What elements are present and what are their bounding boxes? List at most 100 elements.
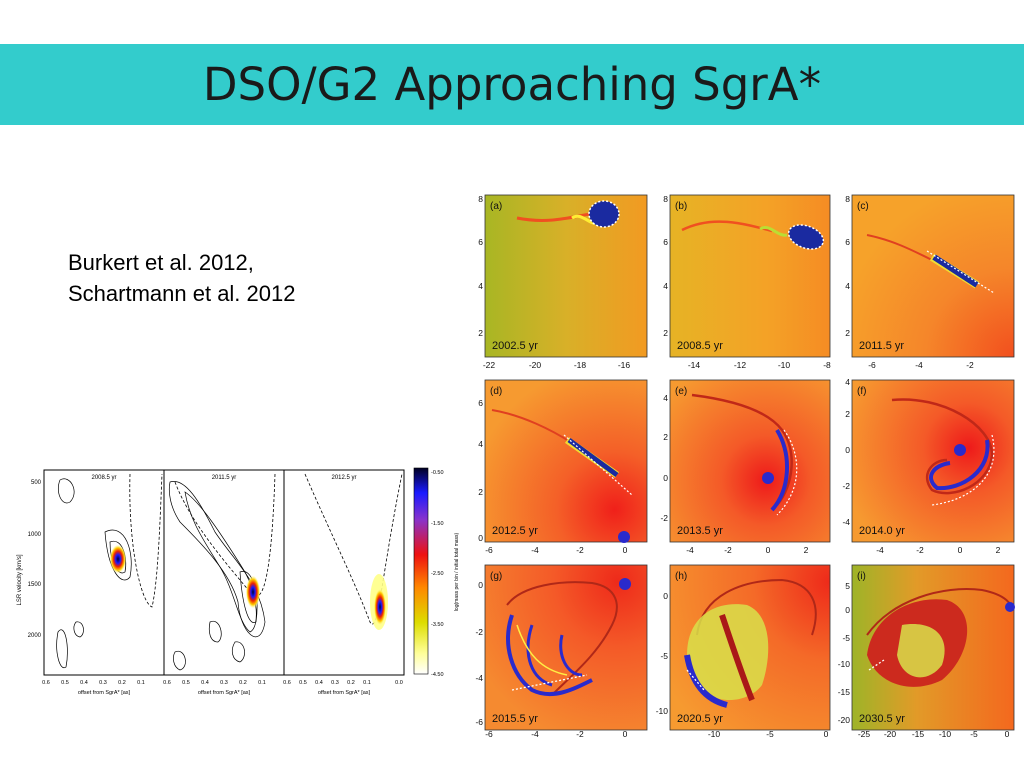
sim-panel-f: (f) 2014.0 yr	[851, 379, 1015, 543]
svg-text:0: 0	[824, 729, 829, 738]
sim-panel-c: (c) 2011.5 yr	[851, 194, 1015, 358]
pv-panel-2: 2011.5 yr 0.6 0.5 0.4 0.3 0.2 0.1 offset…	[163, 469, 285, 696]
svg-text:500: 500	[31, 480, 42, 486]
svg-text:1000: 1000	[28, 532, 42, 538]
sim-axis-ticks: 8 6 4 2 8 6 4 2 8 6 4 2 -22 -20 -18 -16 …	[475, 194, 1009, 738]
sim-panel-b-time: 2008.5 yr	[677, 340, 723, 352]
svg-text:0.5: 0.5	[299, 680, 307, 686]
svg-text:0.2: 0.2	[118, 680, 126, 686]
svg-text:-6: -6	[485, 729, 493, 738]
svg-text:-20: -20	[884, 729, 897, 738]
sim-panel-d-letter: (d)	[490, 386, 502, 397]
pv-panel-3-x-label: offset from SgrA* [as]	[318, 690, 371, 696]
svg-text:-16: -16	[618, 360, 631, 370]
svg-text:-18: -18	[574, 360, 587, 370]
svg-text:-4: -4	[531, 545, 539, 555]
sim-panel-f-letter: (f)	[857, 386, 866, 397]
svg-text:2: 2	[478, 487, 483, 497]
svg-text:2: 2	[478, 328, 483, 338]
svg-text:0.6: 0.6	[283, 680, 291, 686]
svg-text:-6: -6	[868, 360, 876, 370]
svg-text:0.4: 0.4	[201, 680, 209, 686]
svg-text:-2.50: -2.50	[431, 571, 444, 577]
sim-panel-e-time: 2013.5 yr	[677, 525, 723, 537]
svg-text:0.5: 0.5	[61, 680, 69, 686]
svg-text:0: 0	[623, 545, 628, 555]
svg-text:0.1: 0.1	[137, 680, 145, 686]
sim-panel-a-letter: (a)	[490, 201, 502, 212]
sim-panel-b: (b) 2008.5 yr	[669, 194, 831, 358]
sim-panel-g-time: 2015.5 yr	[492, 713, 538, 725]
svg-text:6: 6	[663, 237, 668, 247]
svg-text:-20: -20	[838, 715, 851, 725]
simulation-snapshots-figure: (a) 2002.5 yr (b) 2008.5 yr (c) 2011.5 y…	[475, 194, 1015, 738]
svg-text:0: 0	[958, 545, 963, 555]
svg-text:4: 4	[663, 393, 668, 403]
svg-text:-4: -4	[686, 545, 694, 555]
svg-text:-2: -2	[916, 545, 924, 555]
svg-text:-2: -2	[724, 545, 732, 555]
sim-panel-c-time: 2011.5 yr	[859, 340, 904, 352]
svg-text:2000: 2000	[28, 633, 42, 639]
pv-panel-2-x-ticks: 0.6 0.5 0.4 0.3 0.2 0.1	[163, 680, 266, 686]
svg-text:0.3: 0.3	[331, 680, 339, 686]
pv-panel-1-label: 2008.5 yr	[91, 475, 116, 481]
svg-text:0: 0	[845, 445, 850, 455]
sim-panel-g: (g) 2015.5 yr	[484, 564, 648, 731]
svg-text:-10: -10	[778, 360, 791, 370]
svg-text:-10: -10	[838, 659, 851, 669]
svg-text:0.4: 0.4	[315, 680, 323, 686]
svg-text:-4.50: -4.50	[431, 672, 444, 678]
svg-text:-4: -4	[876, 545, 884, 555]
svg-text:-4: -4	[531, 729, 539, 738]
sim-panel-b-letter: (b)	[675, 201, 687, 212]
svg-text:2: 2	[663, 328, 668, 338]
svg-text:-2: -2	[475, 627, 483, 637]
svg-text:-4: -4	[475, 673, 483, 683]
pv-panel-2-x-label: offset from SgrA* [as]	[198, 690, 251, 696]
pv-colorbar: -0.50 -1.50 -2.50 -3.50 -4.50 log(mass p…	[413, 467, 460, 678]
svg-text:-25: -25	[858, 729, 871, 738]
svg-text:-10: -10	[656, 706, 669, 716]
svg-text:-5: -5	[842, 633, 850, 643]
svg-text:0.2: 0.2	[347, 680, 355, 686]
svg-text:1500: 1500	[28, 582, 42, 588]
pv-panel-3-label: 2012.5 yr	[331, 475, 356, 481]
svg-text:0.6: 0.6	[163, 680, 171, 686]
pv-panel-1-x-label: offset from SgrA* [as]	[78, 690, 131, 696]
pv-panel-3: 2012.5 yr 0.6 0.5 0.4 0.3 0.2 0.1 0.0 of…	[283, 469, 405, 696]
svg-text:-6: -6	[485, 545, 493, 555]
svg-text:-2: -2	[966, 360, 974, 370]
svg-text:0: 0	[478, 533, 483, 543]
svg-text:0: 0	[1005, 729, 1010, 738]
svg-text:-2: -2	[842, 481, 850, 491]
pv-panel-2-label: 2011.5 yr	[212, 475, 237, 481]
svg-text:0: 0	[845, 605, 850, 615]
svg-text:-15: -15	[912, 729, 925, 738]
sim-panel-i: (i) 2030.5 yr	[851, 564, 1015, 731]
sim-panel-i-letter: (i)	[857, 571, 866, 582]
svg-text:2: 2	[804, 545, 809, 555]
title-bar: DSO/G2 Approaching SgrA*	[0, 44, 1024, 125]
svg-text:0.0: 0.0	[395, 680, 403, 686]
svg-text:-1.50: -1.50	[431, 521, 444, 527]
svg-text:-4: -4	[842, 517, 850, 527]
svg-text:6: 6	[478, 237, 483, 247]
svg-text:-6: -6	[475, 717, 483, 727]
svg-text:-15: -15	[838, 687, 851, 697]
sim-panel-f-time: 2014.0 yr	[859, 525, 905, 537]
svg-text:-5: -5	[766, 729, 774, 738]
svg-text:5: 5	[845, 581, 850, 591]
sim-panel-h: (h) 2020.5 yr	[669, 564, 831, 731]
svg-text:4: 4	[663, 281, 668, 291]
svg-text:-5: -5	[660, 651, 668, 661]
svg-text:0.5: 0.5	[182, 680, 190, 686]
sim-panel-a-time: 2002.5 yr	[492, 340, 538, 352]
citation-line-1: Burkert et al. 2012,	[68, 250, 254, 275]
pv-panel-3-x-ticks: 0.6 0.5 0.4 0.3 0.2 0.1 0.0	[283, 680, 403, 686]
svg-text:-2: -2	[576, 729, 584, 738]
position-velocity-figure: LSR velocity [km/s] 2008.5 yr 500 1000 1…	[17, 467, 460, 696]
svg-text:-0.50: -0.50	[431, 470, 444, 476]
svg-text:-5: -5	[970, 729, 978, 738]
svg-text:0: 0	[766, 545, 771, 555]
